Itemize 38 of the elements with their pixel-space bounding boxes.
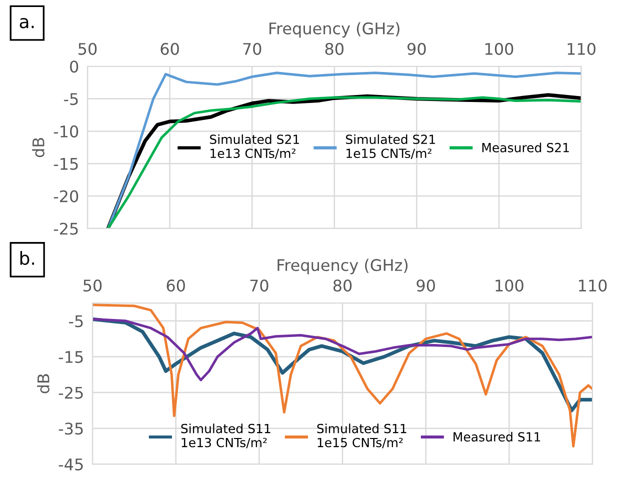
x-tick-label: 60 <box>160 42 179 55</box>
x-tick-label: 70 <box>243 42 262 55</box>
x-tick-label: 60 <box>166 280 185 292</box>
legend-label: Simulated S21 1e13 CNTs/m² <box>210 134 299 160</box>
text: b. <box>20 251 34 265</box>
x-tick-label: 90 <box>408 42 426 55</box>
x-tick-label: 90 <box>416 280 435 292</box>
legend-label: Measured S21 <box>482 142 569 152</box>
y-tick-label: -15 <box>54 158 78 170</box>
y-tick-label: -5 <box>69 315 83 328</box>
legend-label: Simulated S11 1e15 CNTs/m² <box>317 424 406 448</box>
y-tick-label: -10 <box>54 125 78 138</box>
y-tick-label: -15 <box>58 351 83 364</box>
legend-label: Simulated S11 1e13 CNTs/m² <box>181 424 270 448</box>
x-tick-label: 100 <box>496 280 524 292</box>
x-tick-label: 70 <box>250 280 268 292</box>
y-tick-label: -35 <box>58 422 83 435</box>
x-tick-label: 80 <box>333 280 352 292</box>
y-tick-label: -25 <box>54 222 78 235</box>
legend-label: Measured S11 <box>454 432 540 442</box>
x-tick-label: 50 <box>78 42 97 55</box>
x-tick-label: 110 <box>579 280 607 292</box>
y-axis-title: dB <box>37 374 50 394</box>
legend-label: Simulated S21 1e15 CNTs/m² <box>346 134 435 160</box>
x-axis-title: Frequency (GHz) <box>278 258 408 274</box>
y-tick-label: -5 <box>64 93 78 106</box>
y-tick-label: -45 <box>58 458 83 470</box>
y-tick-label: -25 <box>58 386 83 399</box>
x-tick-label: 110 <box>568 42 596 55</box>
y-tick-label: -20 <box>54 190 78 202</box>
y-tick-label: 0 <box>70 60 78 73</box>
x-tick-label: 100 <box>485 42 514 55</box>
x-axis-title: Frequency (GHz) <box>270 22 400 38</box>
x-tick-label: 80 <box>325 42 344 55</box>
text: a. <box>20 18 34 28</box>
x-tick-label: 50 <box>84 280 102 292</box>
y-axis-title: dB <box>32 138 44 158</box>
line-series <box>92 318 592 382</box>
